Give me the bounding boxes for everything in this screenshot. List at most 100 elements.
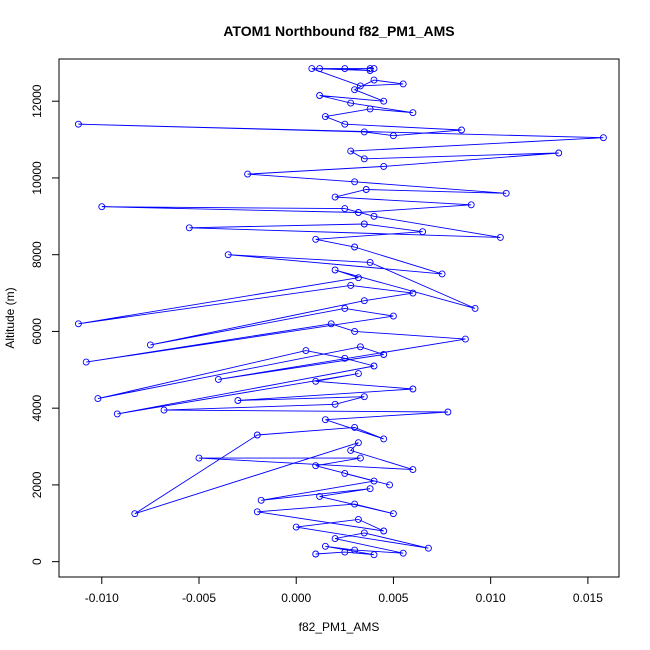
data-point	[131, 510, 139, 518]
data-point	[389, 312, 397, 320]
data-point	[257, 496, 265, 504]
data-point	[331, 535, 339, 543]
data-point	[380, 162, 388, 170]
data-point	[351, 86, 359, 94]
data-point	[366, 485, 374, 493]
data-point	[419, 228, 427, 236]
data-point	[312, 377, 320, 385]
data-point	[366, 65, 374, 73]
data-point	[74, 120, 82, 128]
data-point	[321, 542, 329, 550]
x-tick-label: -0.010	[85, 591, 119, 605]
data-point	[113, 410, 121, 418]
data-point	[312, 235, 320, 243]
data-point	[366, 258, 374, 266]
data-point	[380, 97, 388, 105]
data-point	[351, 423, 359, 431]
x-tick-label: 0.010	[476, 591, 506, 605]
data-point	[458, 126, 465, 134]
x-axis-label: f82_PM1_AMS	[299, 620, 380, 634]
data-point	[360, 128, 368, 136]
data-point	[146, 341, 154, 349]
data-point	[312, 462, 320, 470]
data-point	[74, 320, 82, 328]
data-point	[360, 220, 368, 228]
data-point	[351, 243, 359, 251]
x-tick-label: 0.005	[378, 591, 408, 605]
data-point	[351, 327, 359, 335]
data-point	[341, 469, 349, 477]
data-point	[347, 281, 355, 289]
data-point	[380, 435, 388, 443]
data-point	[341, 120, 349, 128]
data-point	[399, 80, 407, 88]
data-point	[321, 416, 329, 424]
data-point	[409, 385, 417, 393]
y-tick-label: 0	[30, 558, 44, 565]
data-point	[331, 266, 339, 274]
y-axis: 0 2000 4000 6000 8000 10000 12000	[30, 84, 60, 565]
data-point	[327, 320, 335, 328]
x-axis: -0.010 -0.005 0.000 0.005 0.010 0.015	[85, 576, 603, 605]
data-point	[341, 304, 349, 312]
data-point	[82, 358, 90, 366]
data-point	[399, 549, 407, 557]
data-point	[312, 550, 320, 558]
data-point	[308, 65, 316, 73]
data-point	[438, 270, 446, 278]
data-point	[341, 65, 349, 73]
data-point	[331, 193, 339, 201]
data-point	[354, 439, 362, 447]
data-point	[389, 132, 397, 140]
data-point	[316, 65, 324, 73]
data-point	[347, 99, 355, 107]
data-point	[331, 400, 339, 408]
data-point	[316, 92, 324, 99]
data-point	[224, 251, 232, 259]
chart-title: ATOM1 Northbound f82_PM1_AMS	[223, 23, 454, 39]
data-point	[362, 186, 370, 193]
data-point	[341, 548, 349, 556]
data-point	[341, 205, 349, 213]
data-point	[321, 113, 329, 121]
data-point	[555, 149, 563, 157]
data-point	[502, 189, 510, 197]
data-point	[386, 481, 394, 489]
data-point	[360, 155, 368, 163]
data-point	[347, 446, 355, 454]
data-point	[389, 510, 397, 518]
y-tick-label: 6000	[30, 318, 44, 345]
data-point	[302, 347, 310, 355]
y-tick-label: 10000	[30, 161, 44, 195]
data-point	[409, 109, 417, 117]
data-point	[351, 500, 359, 508]
data-point	[354, 209, 362, 216]
plot-frame	[58, 58, 620, 578]
data-point	[366, 67, 374, 74]
data-point	[370, 362, 378, 370]
data-point	[234, 397, 242, 404]
data-point	[195, 454, 203, 462]
data-series	[74, 65, 607, 559]
data-point	[341, 354, 349, 362]
data-point	[356, 343, 364, 351]
data-point	[356, 82, 364, 90]
y-axis-label: Altitude (m)	[3, 287, 17, 348]
data-point	[409, 466, 417, 474]
x-tick-label: 0.000	[281, 591, 311, 605]
data-point	[354, 370, 362, 378]
data-point	[370, 65, 378, 73]
data-point	[253, 508, 261, 516]
data-point	[471, 304, 479, 312]
data-point	[160, 406, 168, 414]
x-tick-label: -0.005	[182, 591, 216, 605]
data-point	[360, 297, 368, 305]
data-point	[94, 395, 102, 403]
data-point	[461, 335, 469, 343]
data-point	[370, 212, 378, 220]
data-point	[253, 431, 261, 439]
data-point	[599, 134, 607, 142]
data-point	[98, 203, 106, 211]
data-point	[467, 201, 475, 209]
